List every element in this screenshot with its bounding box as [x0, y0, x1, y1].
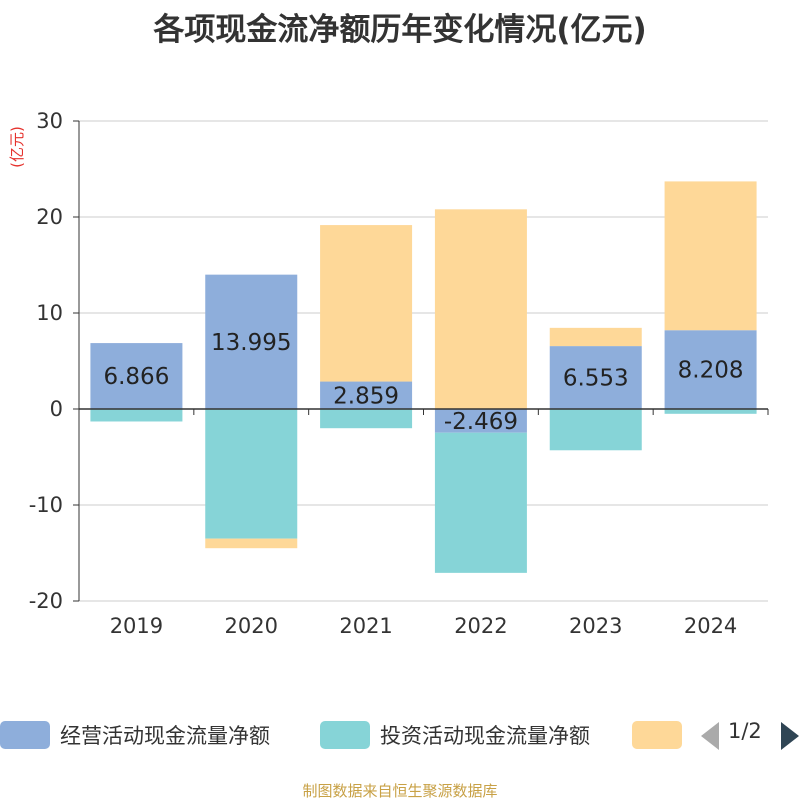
- legend-label-operating: 经营活动现金流量净额: [60, 724, 270, 748]
- bar-series0-2020: [205, 274, 298, 409]
- x-tick-label-2022: 2022: [454, 614, 507, 638]
- bar-series1-2021: [320, 409, 413, 429]
- legend-prev-page-icon[interactable]: [701, 722, 719, 750]
- y-axis-unit-label: (亿元): [8, 126, 26, 168]
- x-tick-label-2020: 2020: [225, 614, 278, 638]
- data-label-2023: 6.553: [563, 366, 629, 392]
- legend-swatch-investing: [320, 721, 370, 749]
- bar-series2-2023: [549, 327, 642, 347]
- bar-series0-2023: [549, 346, 642, 409]
- bar-series1-2024: [664, 409, 757, 414]
- chart-title: 各项现金流净额历年变化情况(亿元): [153, 12, 647, 48]
- bar-series1-2022: [434, 432, 527, 573]
- source-note: 制图数据来自恒生聚源数据库: [302, 782, 498, 800]
- bar-series1-2023: [549, 409, 642, 451]
- bar-series0-2022: [434, 409, 527, 433]
- bar-series0-2019: [90, 343, 183, 409]
- bar-series2-2020: [205, 538, 298, 549]
- data-label-2021: 2.859: [333, 383, 399, 409]
- bar-series2-2022: [434, 209, 527, 409]
- data-label-2024: 8.208: [678, 358, 744, 384]
- x-tick-label-2024: 2024: [684, 614, 737, 638]
- data-label-2019: 6.866: [103, 364, 169, 390]
- legend-swatch-operating: [0, 721, 50, 749]
- legend-swatch-third-series: [632, 721, 682, 749]
- y-tick-label: 20: [36, 205, 63, 229]
- bar-series0-2024: [664, 330, 757, 409]
- y-tick-label: -10: [29, 493, 63, 517]
- bar-series1-2019: [90, 409, 183, 422]
- y-tick-label: 0: [50, 397, 63, 421]
- data-label-2022: -2.469: [444, 409, 518, 435]
- bar-series2-2021: [320, 225, 413, 382]
- bar-series0-2021: [320, 381, 413, 409]
- legend-next-page-icon[interactable]: [781, 722, 799, 750]
- x-tick-label-2021: 2021: [339, 614, 392, 638]
- x-tick-label-2019: 2019: [110, 614, 163, 638]
- y-tick-label: 10: [36, 301, 63, 325]
- legend-label-investing: 投资活动现金流量净额: [380, 724, 590, 748]
- y-tick-label: 30: [36, 109, 63, 133]
- x-tick-label-2023: 2023: [569, 614, 622, 638]
- legend: 经营活动现金流量净额 投资活动现金流量净额: [0, 716, 800, 756]
- bar-series1-2020: [205, 409, 298, 539]
- y-tick-label: -20: [29, 589, 63, 613]
- data-label-2020: 13.995: [211, 330, 291, 356]
- bar-series2-2024: [664, 181, 757, 331]
- legend-page-indicator: 1/2: [728, 719, 762, 743]
